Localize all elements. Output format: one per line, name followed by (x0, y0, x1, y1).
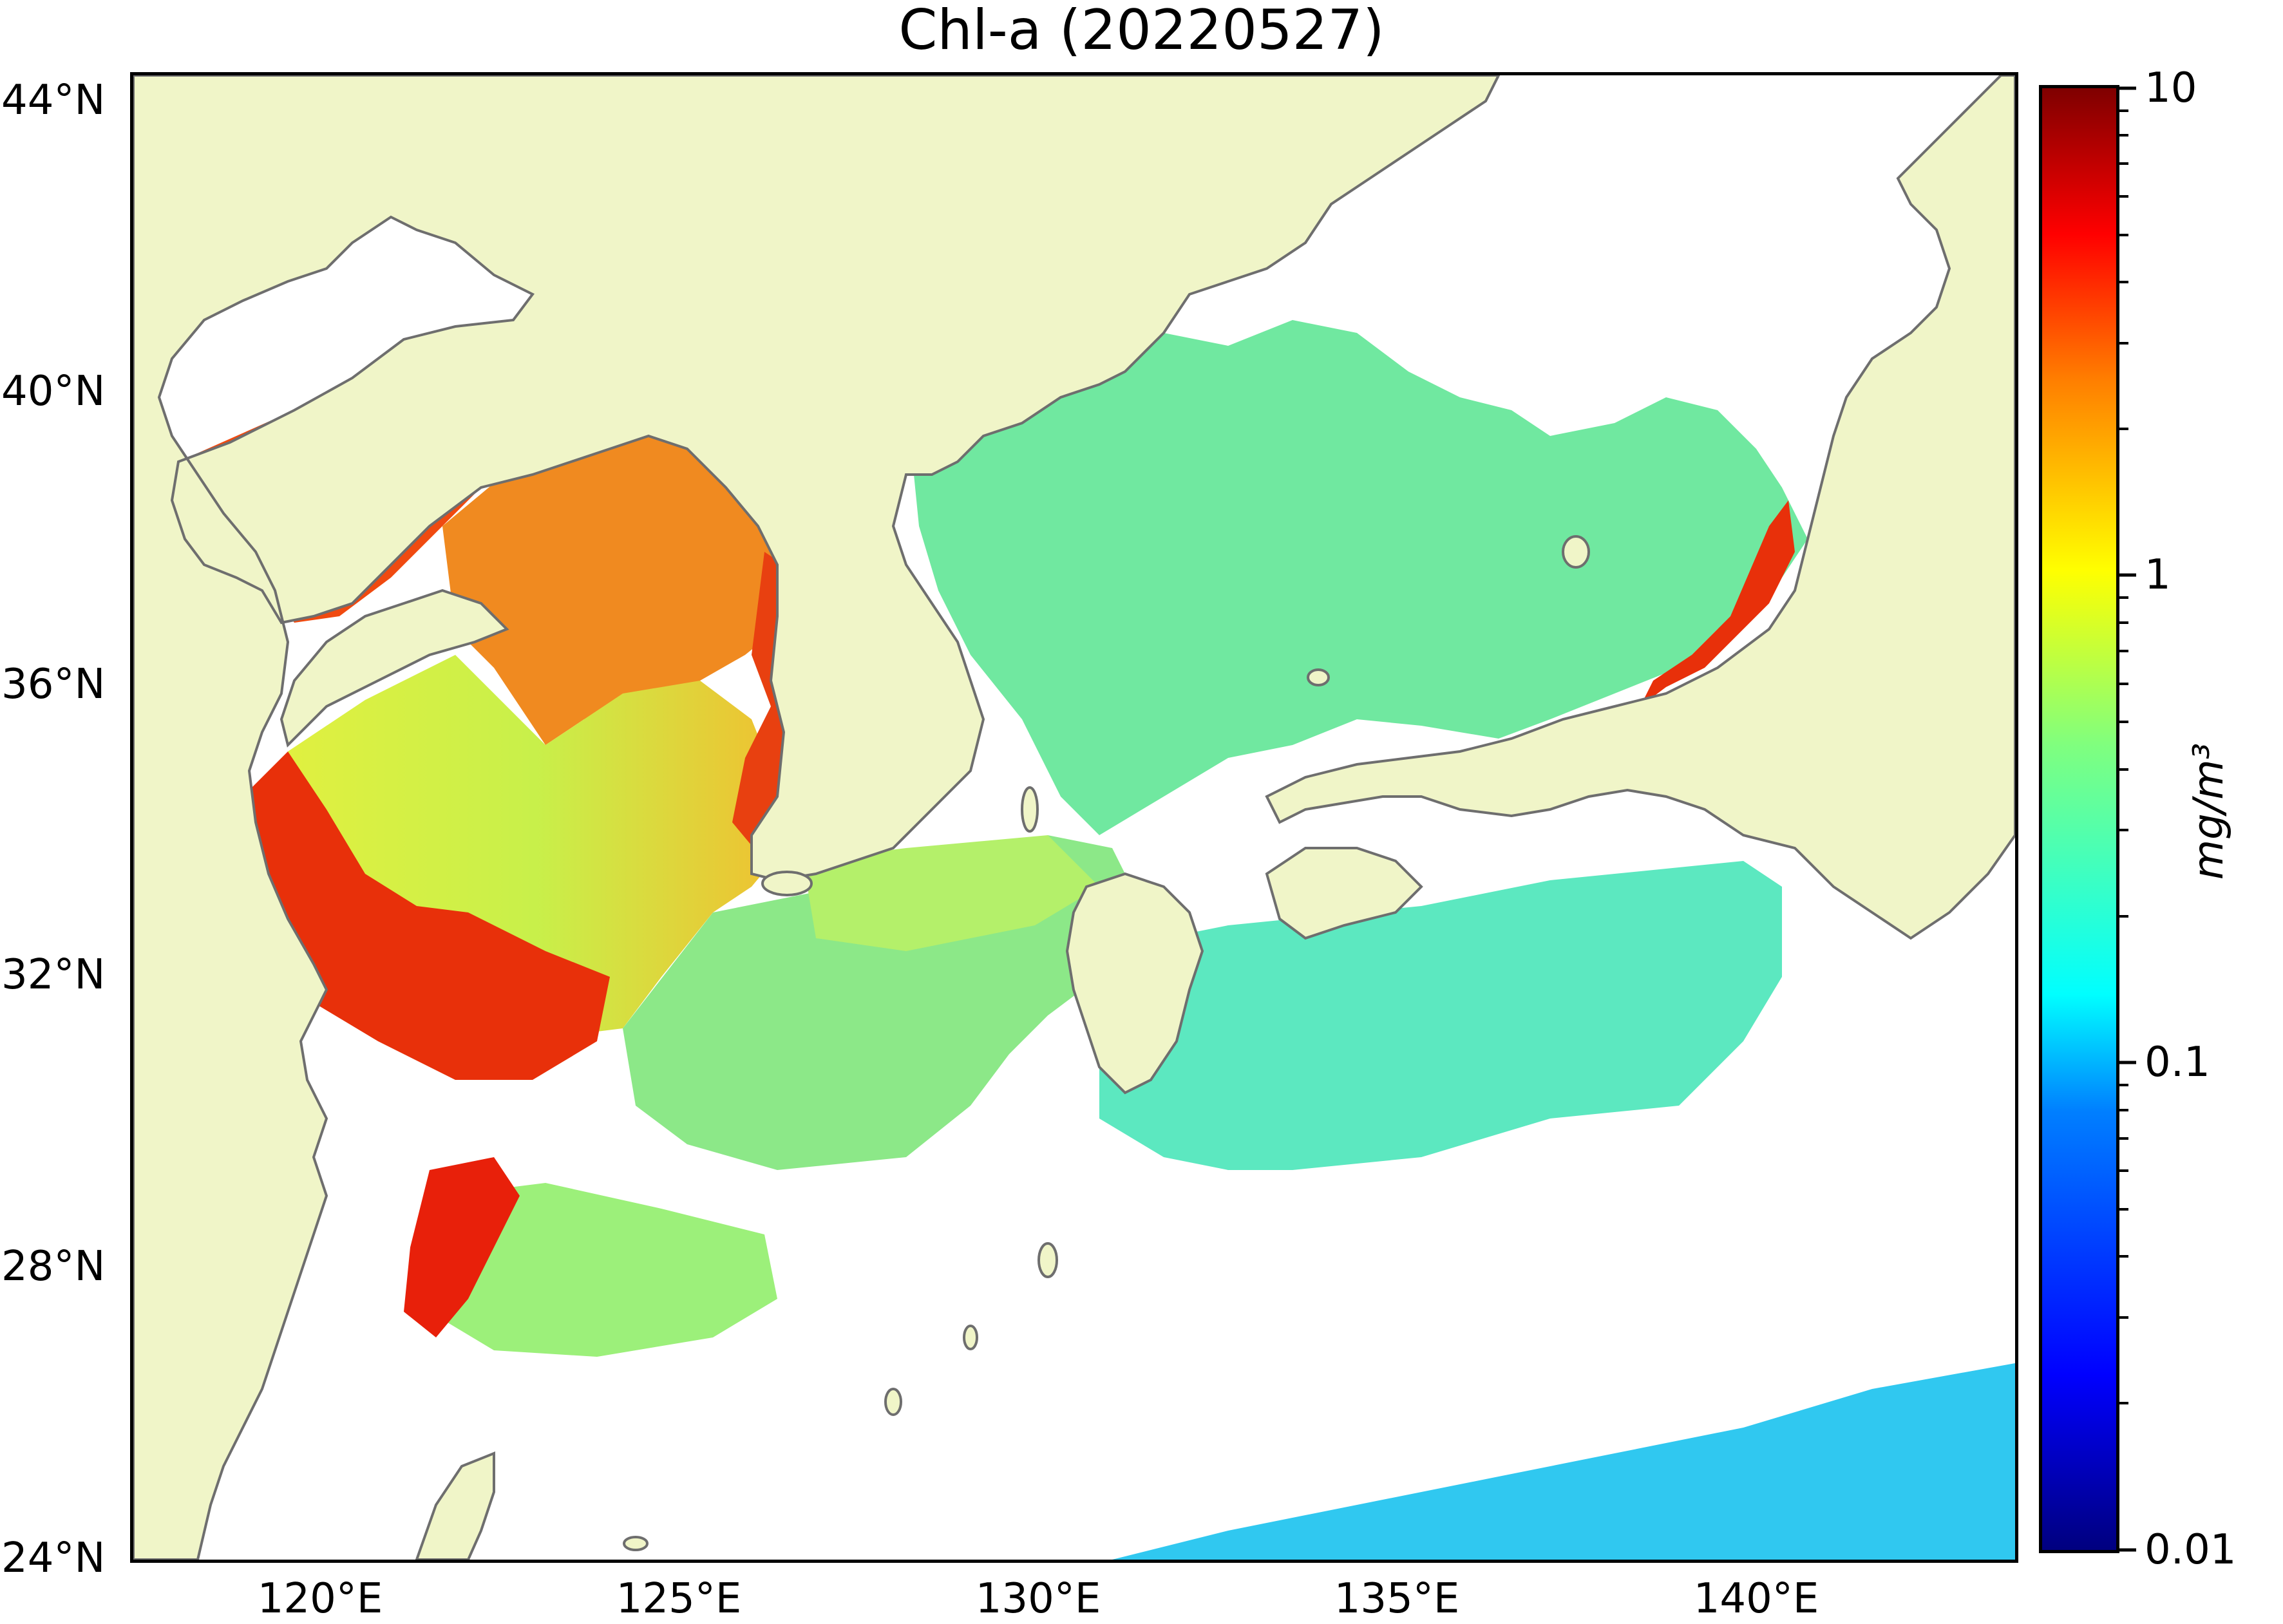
colorbar-minor-tick (2119, 194, 2128, 198)
colorbar-minor-tick (2119, 721, 2128, 724)
colorbar-tick-label: 10 (2145, 64, 2197, 112)
shandong-peninsula (279, 589, 509, 748)
colorbar-minor-tick (2119, 1255, 2128, 1258)
x-tick-label: 120°E (257, 1575, 383, 1623)
colorbar-minor-tick (2119, 1137, 2128, 1140)
japan-kyushu (1065, 872, 1204, 1095)
colorbar (2039, 85, 2119, 1553)
chlorophyll-map (130, 72, 2018, 1563)
colorbar-minor-tick (2119, 829, 2128, 832)
jeju-island (761, 871, 813, 896)
colorbar-units: mg/m³ (2185, 742, 2233, 880)
y-tick-label: 44°N (1, 77, 106, 124)
colorbar-minor-tick (2119, 768, 2128, 771)
oki-island (1307, 668, 1330, 686)
x-tick-label: 140°E (1693, 1575, 1819, 1623)
x-tick-label: 130°E (975, 1575, 1101, 1623)
colorbar-minor-tick (2119, 162, 2128, 165)
ryukyu-island-2 (963, 1325, 978, 1350)
taiwan (415, 1451, 495, 1560)
map-canvas (133, 75, 2015, 1560)
colorbar-minor-tick (2119, 1108, 2128, 1111)
japan-honshu (1265, 75, 2015, 940)
tsushima-island (1021, 786, 1039, 833)
colorbar-minor-tick (2119, 1208, 2128, 1211)
y-tick-label: 28°N (1, 1243, 106, 1290)
x-tick-label: 135°E (1334, 1575, 1460, 1623)
colorbar-minor-tick (2119, 621, 2128, 624)
zhejiang-coast-patch (430, 1183, 777, 1357)
honshu-coast-bloom (1640, 500, 1795, 706)
colorbar-minor-tick (2119, 1402, 2128, 1405)
colorbar-minor-tick (2119, 914, 2128, 918)
sado-island (1562, 535, 1590, 569)
ryukyu-island-3 (884, 1388, 902, 1416)
colorbar-minor-tick (2119, 649, 2128, 652)
asian-mainland (133, 75, 1501, 1560)
colorbar-major-tick (2119, 1548, 2136, 1552)
map-title: Chl-a (20220527) (898, 0, 1385, 62)
sea-of-japan (906, 301, 1808, 835)
y-tick-label: 40°N (1, 368, 106, 415)
ryukyu-island-1 (1037, 1242, 1058, 1278)
japan-shikoku (1265, 847, 1423, 940)
colorbar-minor-tick (2119, 682, 2128, 685)
jiangsu-coast-bloom (243, 751, 610, 1080)
colorbar-minor-tick (2119, 427, 2128, 430)
colorbar-minor-tick (2119, 1169, 2128, 1173)
colorbar-minor-tick (2119, 109, 2128, 112)
land-masses (133, 75, 2015, 1560)
y-tick-label: 36°N (1, 661, 106, 708)
colorbar-minor-tick (2119, 233, 2128, 236)
jeju-waters (803, 835, 1099, 951)
pacific-south-japan (1099, 861, 1782, 1170)
colorbar-minor-tick (2119, 1083, 2128, 1086)
colorbar-minor-tick (2119, 596, 2128, 600)
x-tick-label: 125°E (616, 1575, 742, 1623)
colorbar-minor-tick (2119, 1316, 2128, 1319)
colorbar-tick-label: 0.1 (2145, 1039, 2210, 1086)
chlorophyll-field (172, 301, 2015, 1560)
ryukyu-island-4 (623, 1536, 649, 1551)
y-tick-label: 24°N (1, 1534, 106, 1582)
colorbar-minor-tick (2119, 341, 2128, 345)
colorbar-tick-label: 0.01 (2145, 1526, 2237, 1574)
y-tick-label: 32°N (1, 951, 106, 999)
colorbar-major-tick (2119, 573, 2136, 577)
open-ocean-southeast (1112, 1363, 2015, 1560)
north-yellow-sea (442, 410, 784, 745)
colorbar-major-tick (2119, 1061, 2136, 1064)
colorbar-minor-tick (2119, 281, 2128, 284)
colorbar-tick-label: 1 (2145, 551, 2171, 599)
colorbar-minor-tick (2119, 134, 2128, 137)
zhejiang-coast-bloom (404, 1157, 520, 1337)
colorbar-major-tick (2119, 86, 2136, 90)
